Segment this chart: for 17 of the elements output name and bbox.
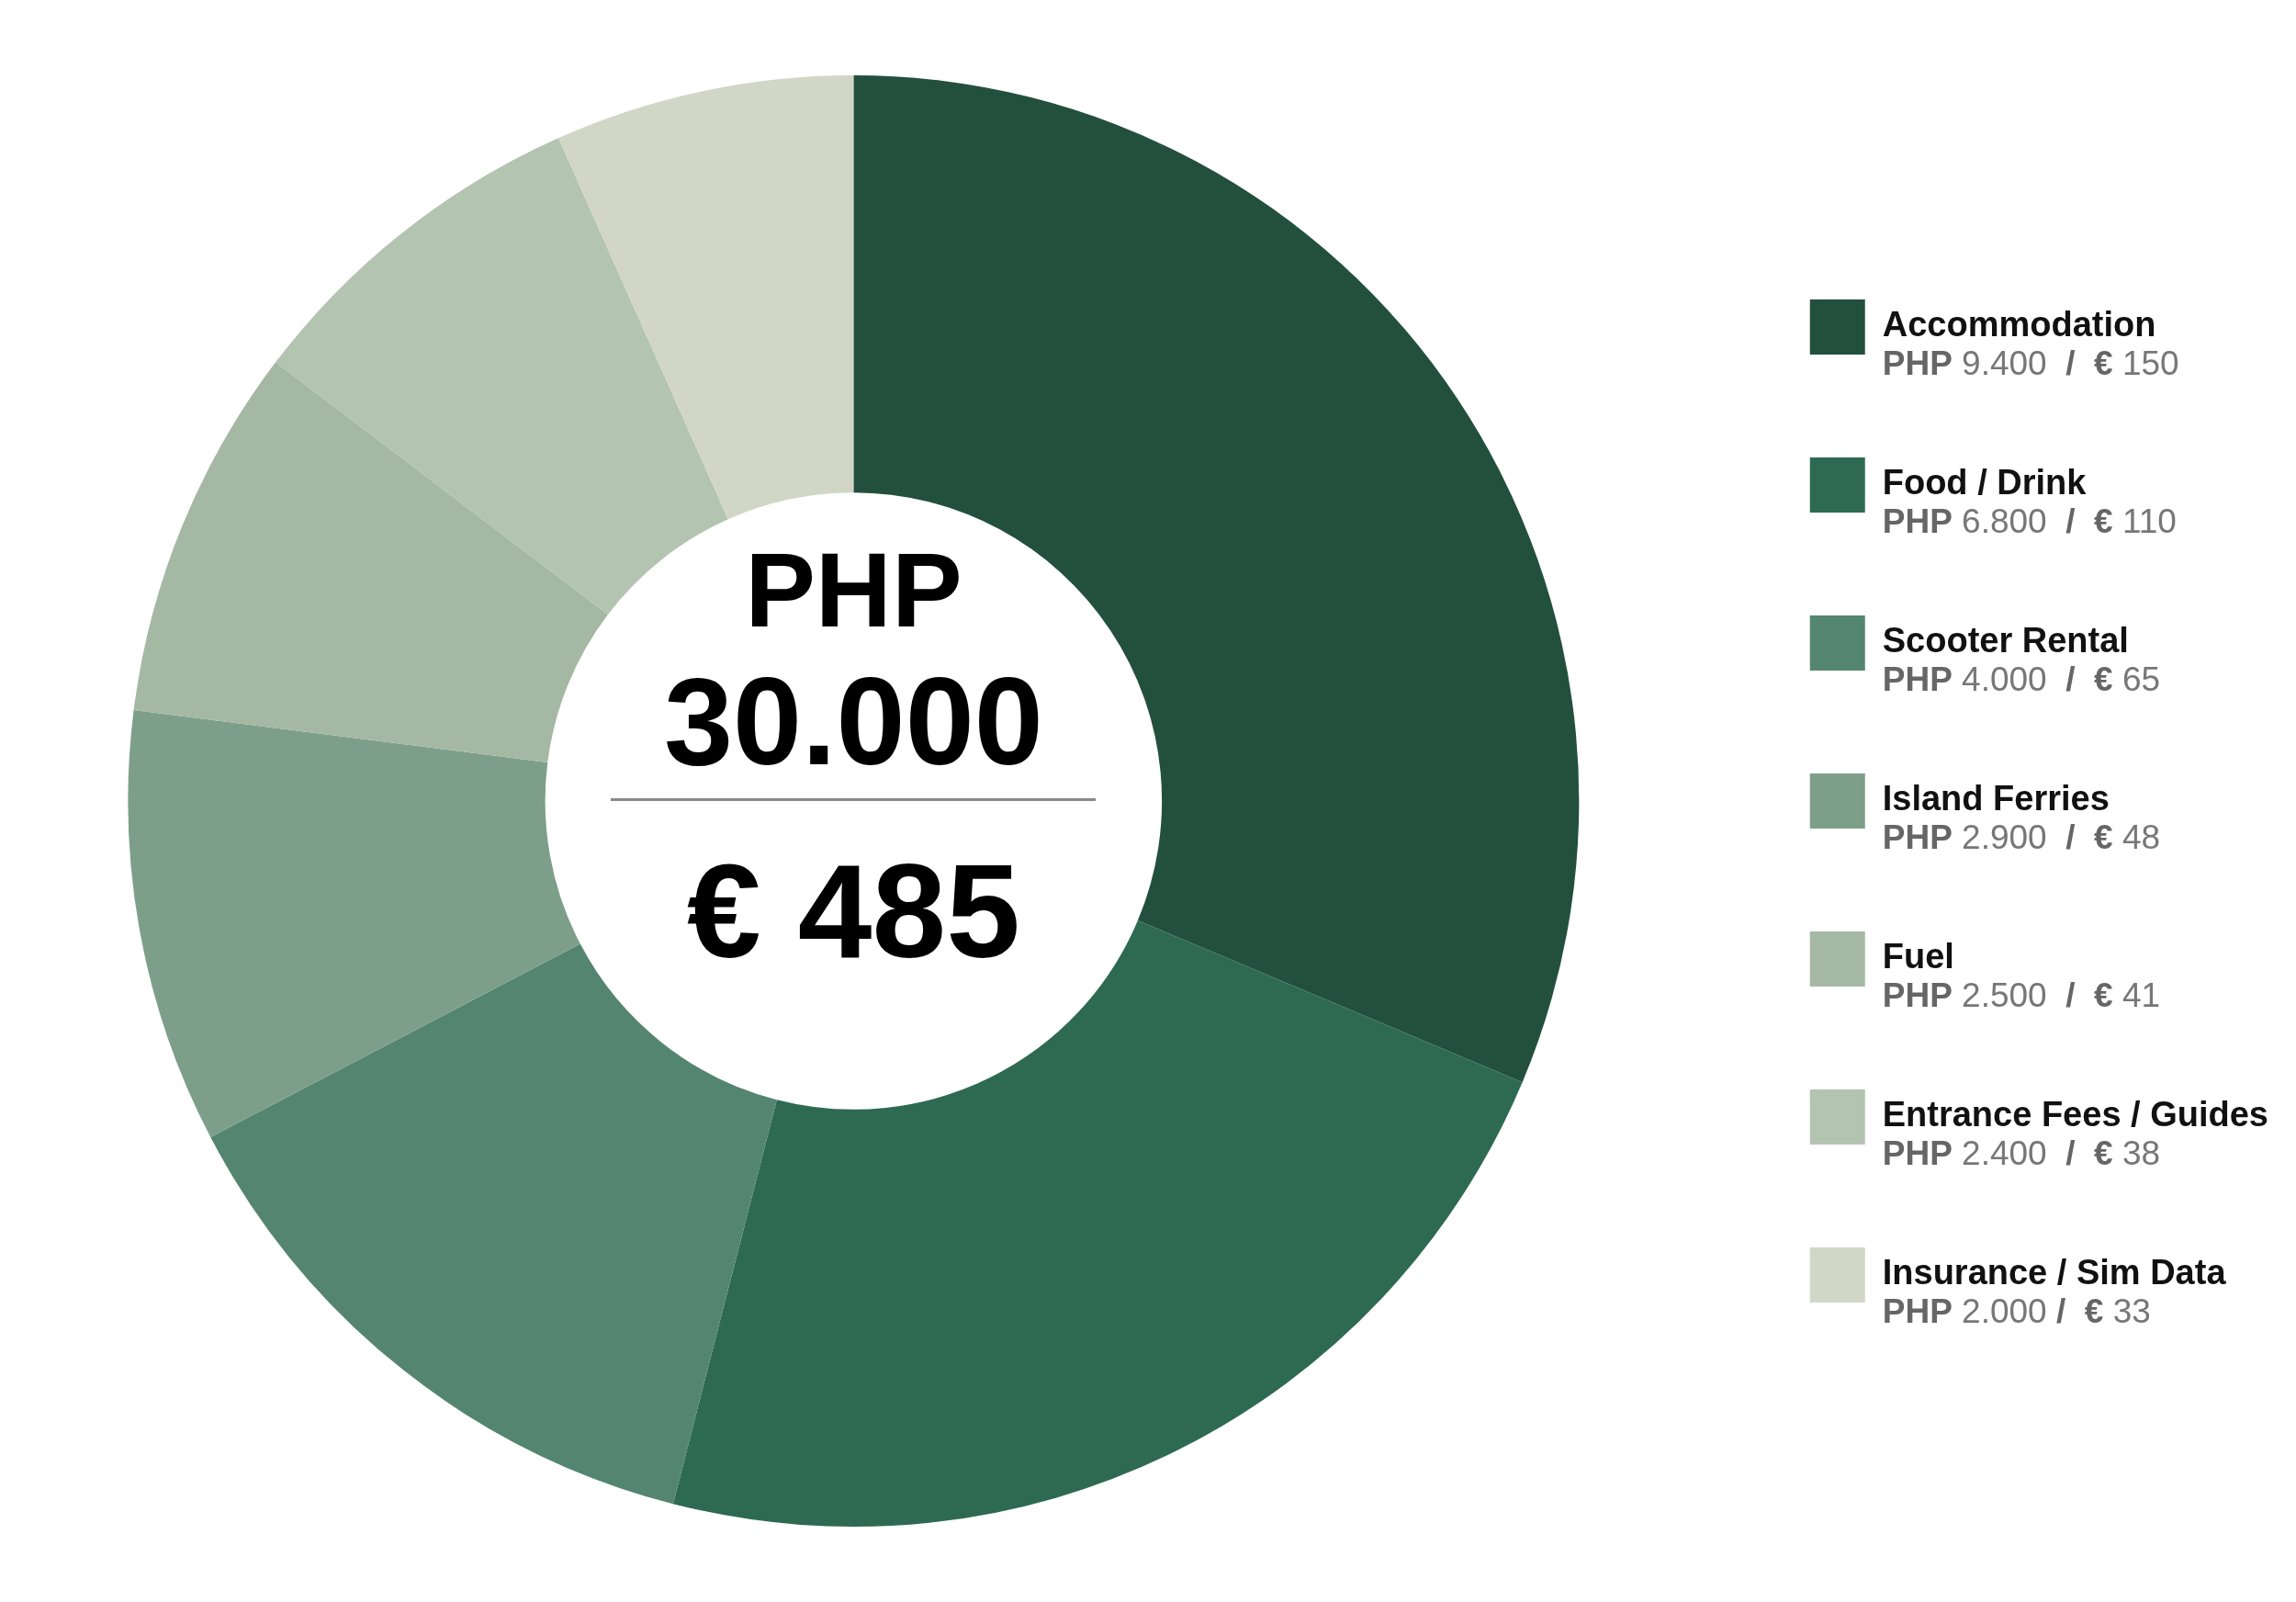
data-label: PHP 6.800 / € 110 — [1882, 502, 2177, 541]
legend-label: Scooter Rental — [1882, 621, 2129, 660]
legend-label: Entrance Fees / Guides — [1882, 1095, 2268, 1134]
legend-label: Insurance / Sim Data — [1882, 1253, 2227, 1292]
legend-label: Accommodation — [1882, 305, 2156, 344]
data-label: PHP 2.500 / € 41 — [1882, 976, 2161, 1015]
data-label: PHP 2.000 / € 33 — [1882, 1292, 2151, 1331]
text: PHP — [744, 531, 963, 649]
legend-label: Food / Drink — [1882, 463, 2088, 502]
data-label: PHP 2.900 / € 48 — [1882, 818, 2161, 857]
text: € 485 — [685, 837, 1021, 986]
text: 30.000 — [662, 652, 1044, 791]
data-label: PHP 2.400 / € 38 — [1882, 1134, 2161, 1173]
legend-label: Fuel — [1882, 937, 1954, 976]
legend-label: Island Ferries — [1882, 779, 2110, 818]
data-label: PHP 9.400 / € 150 — [1882, 344, 2179, 383]
data-label: PHP 4.000 / € 65 — [1882, 660, 2161, 699]
